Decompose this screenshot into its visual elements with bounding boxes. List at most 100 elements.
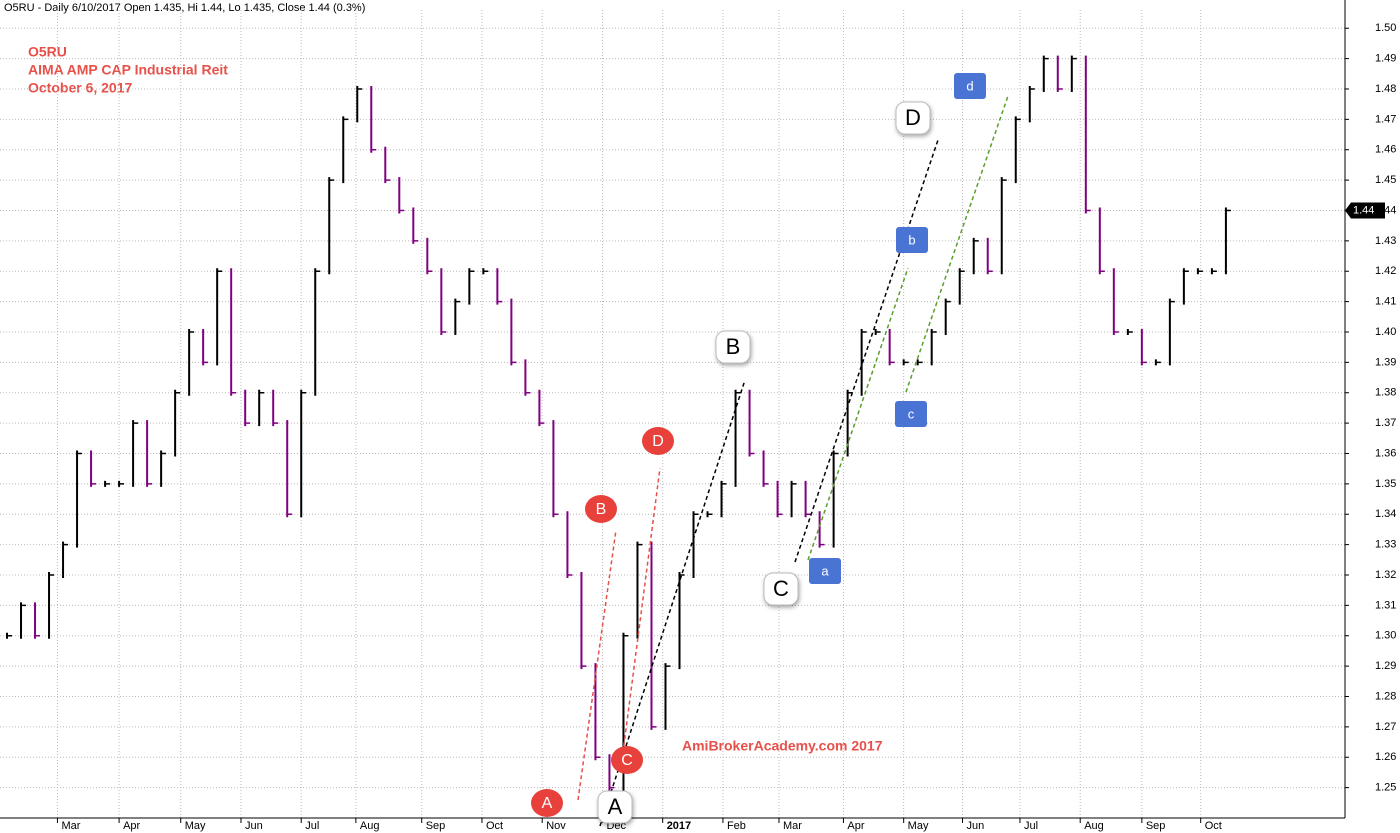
- y-tick-label: 1.28: [1375, 690, 1396, 702]
- price-bar: [202, 328, 205, 366]
- price-bars: [6, 55, 1231, 791]
- price-bar: [972, 237, 975, 275]
- x-tick-label: Feb: [727, 820, 746, 832]
- price-bar: [986, 237, 989, 275]
- price-bar: [174, 389, 177, 457]
- price-bar: [328, 177, 331, 275]
- trend-line: [905, 95, 1009, 393]
- price-bar: [1014, 116, 1017, 184]
- annotation-marker: [715, 330, 751, 364]
- x-tick-label: Sep: [1146, 820, 1166, 832]
- x-tick-label: Sep: [426, 820, 446, 832]
- annotation-label: d: [966, 78, 973, 93]
- price-bar: [636, 541, 639, 639]
- annotation-marker: [763, 572, 799, 606]
- trend-line: [794, 139, 939, 563]
- price-bar: [650, 541, 653, 730]
- x-tick-label: Nov: [546, 820, 566, 832]
- price-bar: [692, 511, 695, 578]
- price-bar: [1140, 328, 1143, 366]
- price-bar: [258, 389, 261, 427]
- price-bar: [34, 602, 37, 639]
- price-bar: [146, 420, 149, 487]
- note: O5RU: [28, 44, 67, 60]
- y-tick-label: 1.50: [1375, 22, 1396, 34]
- annotation-marker: [642, 427, 674, 455]
- chart-title: O5RU - Daily 6/10/2017 Open 1.435, Hi 1.…: [4, 2, 365, 14]
- annotation-label: D: [905, 105, 921, 130]
- price-bar: [384, 146, 387, 184]
- price-bar: [216, 268, 219, 366]
- price-bar: [846, 389, 849, 457]
- annotation-marker: [611, 746, 643, 774]
- price-bar: [300, 389, 303, 518]
- x-tick-label: May: [908, 820, 929, 832]
- x-tick-label: 2017: [667, 820, 691, 832]
- price-bar: [930, 328, 933, 366]
- y-tick-label: 1.35: [1375, 478, 1396, 490]
- note: AIMA AMP CAP Industrial Reit: [28, 62, 228, 78]
- price-bar: [286, 420, 289, 518]
- trend-line: [577, 529, 617, 801]
- y-tick-label: 1.39: [1375, 356, 1396, 368]
- x-tick-label: Jul: [1024, 820, 1038, 832]
- price-bar: [552, 420, 555, 518]
- y-tick-label: 1.41: [1375, 296, 1396, 308]
- annotation-label: C: [773, 576, 789, 601]
- price-bar: [1056, 55, 1059, 92]
- annotation-label: a: [821, 563, 829, 578]
- price-bar: [132, 420, 135, 487]
- y-tick-label: 1.42: [1375, 265, 1396, 277]
- price-bar: [62, 541, 65, 578]
- price-bar: [566, 511, 569, 578]
- price-bar: [748, 389, 751, 457]
- annotation-label: B: [726, 334, 741, 359]
- x-tick-label: Mar: [783, 820, 802, 832]
- price-bar: [622, 632, 625, 791]
- y-tick-label: 1.36: [1375, 447, 1396, 459]
- trend-line: [807, 267, 909, 561]
- y-tick-label: 1.29: [1375, 660, 1396, 672]
- x-tick-label: Oct: [486, 820, 503, 832]
- price-bar: [314, 268, 317, 396]
- annotation-marker: [585, 495, 617, 523]
- price-bar: [1112, 268, 1115, 335]
- y-tick-label: 1.46: [1375, 144, 1396, 156]
- price-bar: [594, 663, 597, 761]
- price-bar: [496, 268, 499, 305]
- price-bar: [1224, 207, 1227, 275]
- price-bar: [440, 268, 443, 335]
- y-tick-label: 1.48: [1375, 83, 1396, 95]
- x-tick-label: Oct: [1205, 820, 1222, 832]
- x-tick-label: Aug: [360, 820, 380, 832]
- y-tick-label: 1.30: [1375, 630, 1396, 642]
- price-bar: [454, 298, 457, 335]
- x-tick-label: Apr: [847, 820, 864, 832]
- price-bar: [538, 389, 541, 427]
- price-bar: [1028, 85, 1031, 123]
- price-bar: [804, 480, 807, 518]
- annotation-label: c: [908, 406, 915, 421]
- y-tick-label: 1.34: [1375, 508, 1396, 520]
- x-tick-label: Apr: [123, 820, 140, 832]
- x-tick-label: Jun: [245, 820, 263, 832]
- y-tick-label: 1.40: [1375, 326, 1396, 338]
- price-bar: [958, 268, 961, 305]
- price-bar: [468, 268, 471, 305]
- price-bar: [944, 298, 947, 335]
- price-bar: [244, 389, 247, 427]
- annotation-marker: [895, 101, 931, 135]
- price-bar: [1182, 268, 1185, 305]
- x-tick-label: Jul: [305, 820, 319, 832]
- price-bar: [272, 389, 275, 427]
- price-bar: [188, 328, 191, 396]
- price-bar: [426, 237, 429, 275]
- annotation-label: b: [908, 232, 915, 247]
- y-tick-label: 1.47: [1375, 113, 1396, 125]
- price-bar: [370, 85, 373, 153]
- y-tick-label: 1.26: [1375, 751, 1396, 763]
- annotation-marker: [809, 558, 841, 584]
